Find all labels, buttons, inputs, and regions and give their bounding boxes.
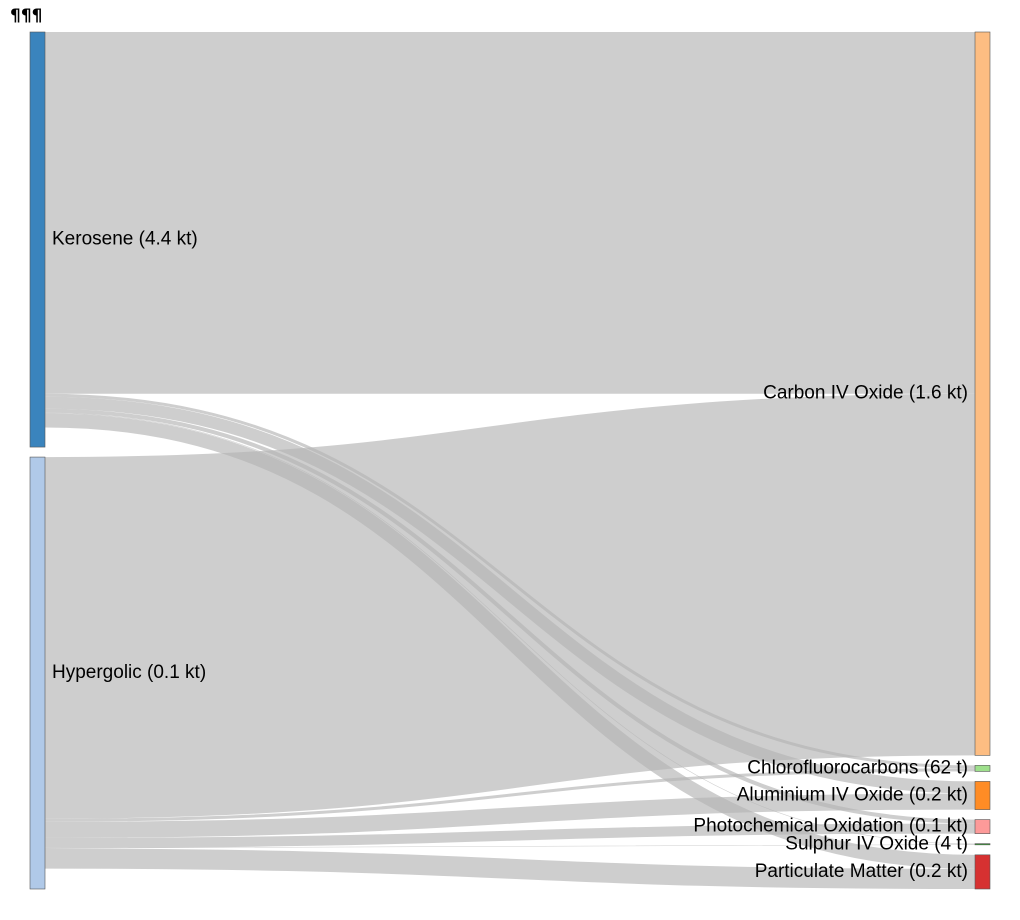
node-label-so2: Sulphur IV Oxide (4 t) xyxy=(785,833,968,854)
node-label-pho: Photochemical Oxidation (0.1 kt) xyxy=(693,816,968,837)
node-label-co2: Carbon IV Oxide (1.6 kt) xyxy=(763,383,968,404)
links-group xyxy=(44,32,976,890)
corner-mark: ¶¶¶ xyxy=(10,6,43,26)
node-al2o3 xyxy=(974,781,991,810)
link-hypergolic-pho xyxy=(44,823,976,848)
link-hypergolic-cfc xyxy=(44,768,976,822)
node-label-cfc: Chlorofluorocarbons (62 t) xyxy=(747,757,968,778)
node-pho xyxy=(974,819,991,834)
node-hypergolic xyxy=(29,456,46,890)
node-label-kerosene: Kerosene (4.4 kt) xyxy=(52,229,198,250)
nodes-group: Kerosene (4.4 kt) Hypergolic (0.1 kt) Carb… xyxy=(29,31,991,890)
link-hypergolic-al2o3 xyxy=(44,793,976,838)
node-so2 xyxy=(974,843,991,846)
node-label-pm: Particulate Matter (0.2 kt) xyxy=(755,861,968,882)
link-hypergolic-co2 xyxy=(44,393,976,819)
node-cfc xyxy=(974,765,991,772)
node-kerosene xyxy=(29,31,46,448)
link-hypergolic-pm xyxy=(44,848,976,890)
node-label-hypergolic: Hypergolic (0.1 kt) xyxy=(52,662,206,683)
node-label-al2o3: Aluminium IV Oxide (0.2 kt) xyxy=(737,785,968,806)
node-co2 xyxy=(974,31,991,756)
node-pm xyxy=(974,854,991,890)
